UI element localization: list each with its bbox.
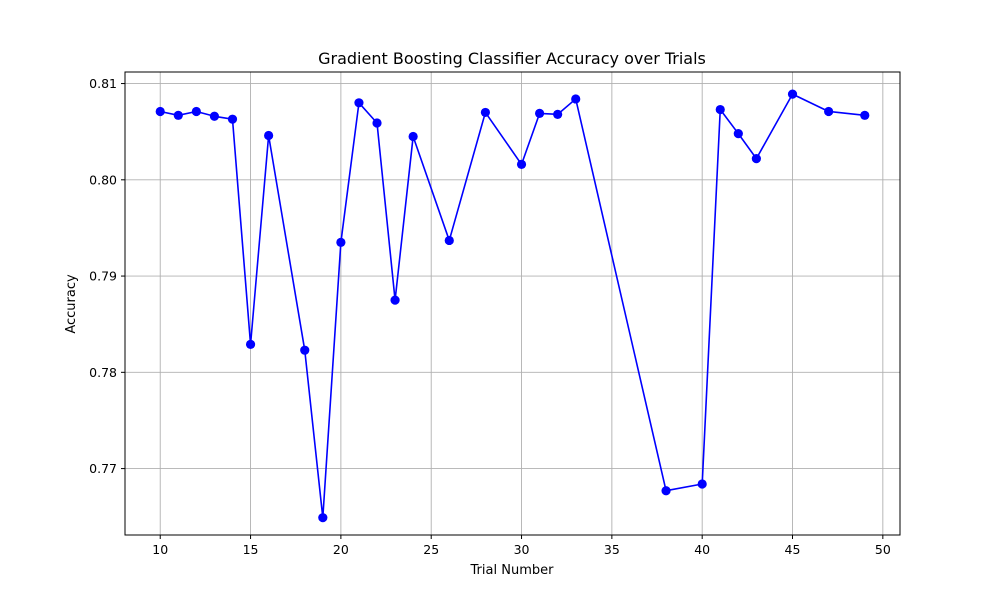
data-point <box>318 513 328 523</box>
y-tick-label: 0.77 <box>89 461 117 476</box>
data-point <box>336 237 346 247</box>
data-point <box>697 479 707 489</box>
data-point <box>155 106 165 117</box>
x-tick-label: 50 <box>875 542 891 557</box>
y-axis-ticks: 0.77 0.78 0.79 0.80 0.81 <box>89 76 125 476</box>
data-point <box>553 109 563 119</box>
data-point <box>209 111 220 121</box>
data-point <box>300 345 310 355</box>
data-point <box>372 118 382 128</box>
data-point <box>860 110 870 120</box>
data-point <box>173 110 183 120</box>
series-line <box>160 93 865 519</box>
x-tick-label: 30 <box>514 542 530 557</box>
data-point <box>227 114 238 124</box>
x-tick-label: 20 <box>333 542 349 557</box>
series-accuracy <box>155 89 870 523</box>
x-tick-label: 10 <box>152 542 168 557</box>
data-point <box>516 159 527 170</box>
x-tick-label: 45 <box>785 542 801 557</box>
y-tick-label: 0.78 <box>89 365 117 380</box>
data-point <box>264 130 274 141</box>
x-tick-label: 35 <box>604 542 620 557</box>
plot-frame <box>124 71 901 536</box>
data-point <box>408 131 418 142</box>
data-point <box>733 129 743 139</box>
data-point <box>534 108 545 118</box>
data-point <box>787 89 798 99</box>
y-tick-label: 0.80 <box>89 172 117 187</box>
data-point <box>751 154 761 164</box>
x-axis-title: Trial Number <box>470 563 555 578</box>
data-point <box>444 235 454 246</box>
data-point <box>824 106 834 117</box>
data-point <box>715 104 725 115</box>
data-point <box>245 339 256 350</box>
data-point <box>354 98 364 108</box>
data-point <box>390 295 400 305</box>
x-tick-label: 25 <box>423 542 439 557</box>
grid <box>125 72 900 535</box>
data-point <box>480 107 491 118</box>
y-axis-title: Accuracy <box>64 274 79 334</box>
x-tick-label: 15 <box>243 542 259 557</box>
chart-title: Gradient Boosting Classifier Accuracy ov… <box>318 49 706 68</box>
data-point <box>191 106 201 117</box>
y-tick-label: 0.81 <box>89 76 117 91</box>
data-point <box>661 486 671 496</box>
data-point <box>571 94 581 104</box>
x-tick-label: 40 <box>694 542 710 557</box>
x-axis-ticks: 10 15 20 25 30 35 40 45 50 <box>152 535 891 557</box>
y-tick-label: 0.79 <box>89 269 117 284</box>
